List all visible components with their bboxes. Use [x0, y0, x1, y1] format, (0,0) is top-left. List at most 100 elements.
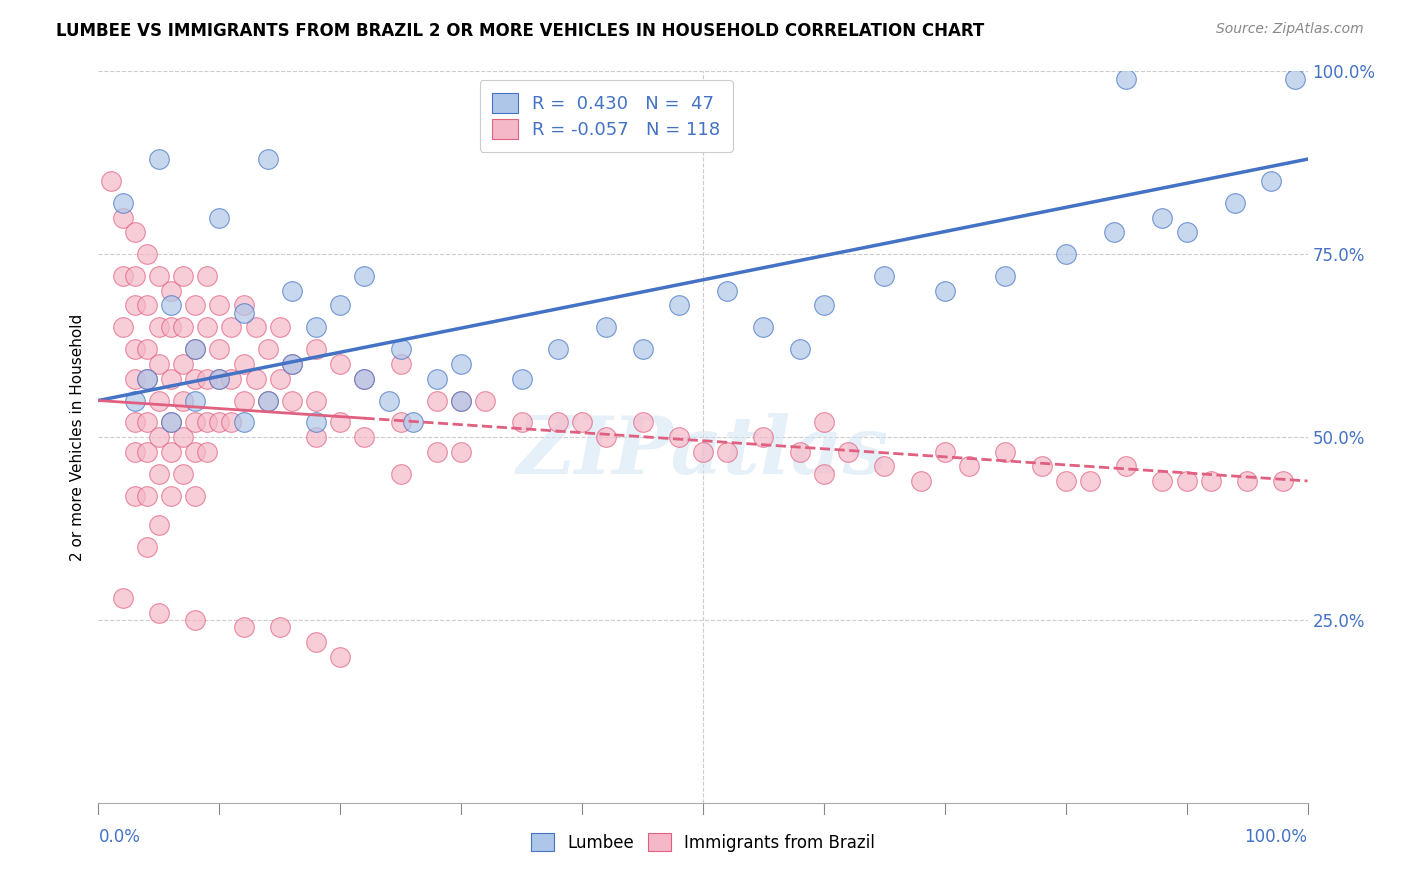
Point	[934, 444, 956, 458]
Point	[232, 306, 254, 320]
Point	[172, 430, 194, 444]
Point	[1260, 174, 1282, 188]
Point	[148, 269, 170, 284]
Point	[353, 371, 375, 385]
Point	[692, 444, 714, 458]
Point	[256, 393, 278, 408]
Point	[305, 416, 328, 430]
Point	[957, 459, 980, 474]
Point	[135, 444, 157, 458]
Point	[305, 635, 328, 649]
Text: LUMBEE VS IMMIGRANTS FROM BRAZIL 2 OR MORE VEHICLES IN HOUSEHOLD CORRELATION CHA: LUMBEE VS IMMIGRANTS FROM BRAZIL 2 OR MO…	[56, 22, 984, 40]
Point	[148, 320, 170, 334]
Point	[184, 343, 207, 357]
Point	[1236, 474, 1258, 488]
Point	[450, 393, 472, 408]
Point	[595, 430, 617, 444]
Point	[426, 444, 449, 458]
Point	[305, 430, 328, 444]
Point	[100, 174, 122, 188]
Point	[221, 320, 243, 334]
Point	[111, 269, 134, 284]
Point	[547, 416, 569, 430]
Point	[1175, 474, 1198, 488]
Point	[450, 444, 472, 458]
Point	[160, 489, 183, 503]
Point	[208, 298, 231, 312]
Point	[1284, 71, 1306, 86]
Point	[389, 343, 412, 357]
Point	[111, 591, 134, 605]
Point	[160, 320, 183, 334]
Point	[305, 343, 328, 357]
Point	[256, 343, 278, 357]
Point	[148, 430, 170, 444]
Point	[256, 393, 278, 408]
Point	[1078, 474, 1101, 488]
Point	[208, 343, 231, 357]
Point	[208, 416, 231, 430]
Point	[1199, 474, 1222, 488]
Point	[1115, 71, 1137, 86]
Point	[111, 320, 134, 334]
Point	[994, 269, 1017, 284]
Point	[450, 393, 472, 408]
Point	[124, 225, 146, 239]
Point	[402, 416, 425, 430]
Point	[631, 343, 654, 357]
Point	[1031, 459, 1053, 474]
Point	[160, 444, 183, 458]
Point	[910, 474, 932, 488]
Point	[426, 393, 449, 408]
Point	[172, 357, 194, 371]
Point	[232, 416, 254, 430]
Point	[232, 393, 254, 408]
Point	[160, 371, 183, 385]
Point	[124, 444, 146, 458]
Text: ZIPatlas: ZIPatlas	[517, 413, 889, 491]
Text: Source: ZipAtlas.com: Source: ZipAtlas.com	[1216, 22, 1364, 37]
Point	[389, 357, 412, 371]
Point	[353, 371, 375, 385]
Point	[124, 269, 146, 284]
Point	[1115, 459, 1137, 474]
Point	[329, 357, 352, 371]
Point	[148, 467, 170, 481]
Point	[135, 489, 157, 503]
Point	[160, 416, 183, 430]
Point	[135, 416, 157, 430]
Point	[148, 517, 170, 532]
Point	[873, 269, 896, 284]
Point	[1152, 474, 1174, 488]
Point	[934, 284, 956, 298]
Point	[195, 444, 218, 458]
Point	[595, 320, 617, 334]
Point	[148, 152, 170, 166]
Point	[160, 284, 183, 298]
Point	[329, 298, 352, 312]
Point	[221, 371, 243, 385]
Point	[1102, 225, 1125, 239]
Point	[752, 430, 775, 444]
Point	[281, 284, 304, 298]
Point	[124, 489, 146, 503]
Point	[329, 416, 352, 430]
Point	[232, 620, 254, 634]
Point	[668, 298, 690, 312]
Point	[1054, 474, 1077, 488]
Point	[172, 393, 194, 408]
Point	[184, 489, 207, 503]
Point	[305, 320, 328, 334]
Point	[124, 371, 146, 385]
Point	[389, 467, 412, 481]
Point	[631, 416, 654, 430]
Point	[135, 540, 157, 554]
Point	[450, 357, 472, 371]
Point	[195, 371, 218, 385]
Text: 0.0%: 0.0%	[98, 828, 141, 846]
Point	[232, 298, 254, 312]
Legend: Lumbee, Immigrants from Brazil: Lumbee, Immigrants from Brazil	[523, 825, 883, 860]
Point	[124, 393, 146, 408]
Point	[571, 416, 593, 430]
Point	[195, 416, 218, 430]
